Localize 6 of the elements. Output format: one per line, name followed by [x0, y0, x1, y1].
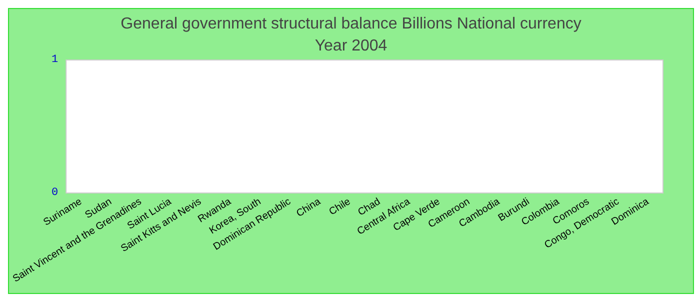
y-tick-label: 1	[52, 54, 58, 66]
chart-title: General government structural balance Billions National currency	[120, 16, 582, 32]
x-tick-label: Chile	[327, 196, 353, 218]
chart-subtitle: Year 2004	[314, 38, 388, 54]
y-tick-label: 0	[52, 187, 58, 199]
x-tick-label: China	[294, 196, 324, 220]
